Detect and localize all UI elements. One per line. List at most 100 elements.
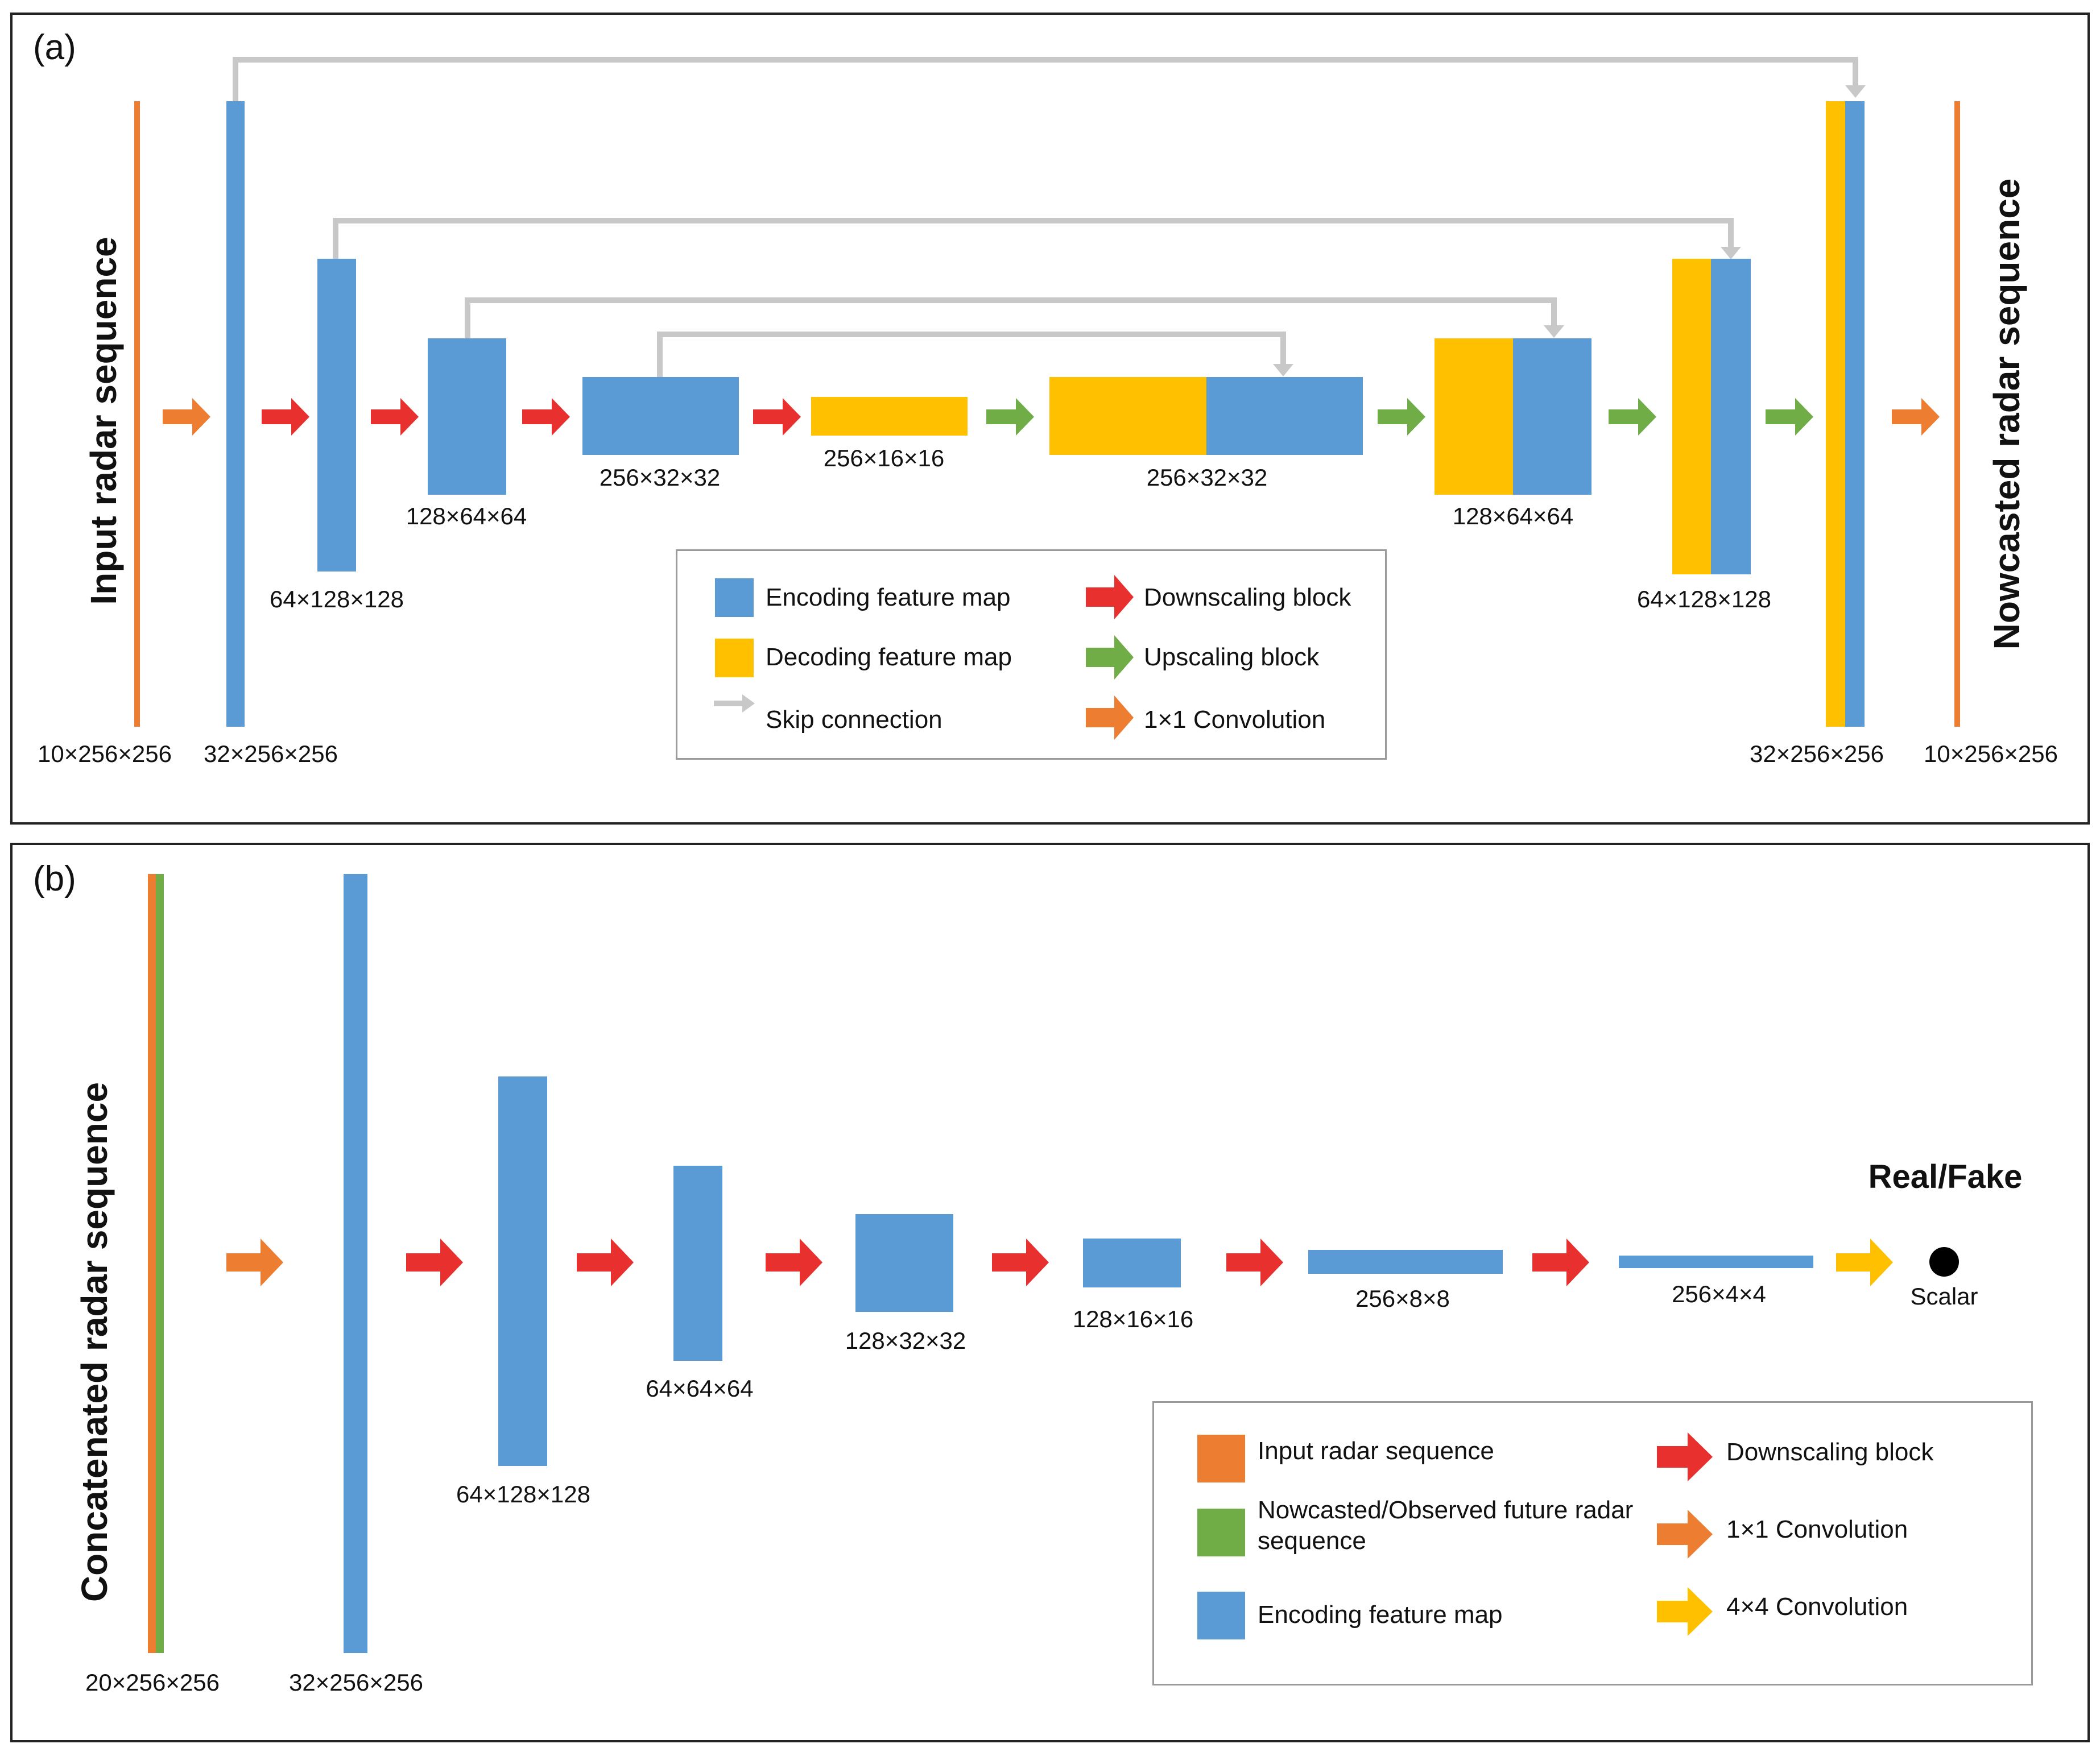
arrow-b-down-6 [1532,1239,1589,1286]
legend-b-encoding-swatch [1197,1592,1245,1639]
panel-a-label: (a) [33,28,76,67]
legend-b-input-label: Input radar sequence [1258,1437,1494,1465]
real-fake-title: Real/Fake [1868,1158,2023,1195]
skip-arrowhead-2 [1721,247,1741,259]
legend-b-conv4-arrow-icon [1657,1587,1713,1636]
arrow-down-1 [262,398,309,436]
dim-dec1: 32×256×256 [1750,740,1884,767]
legend-skip-label: Skip connection [766,706,942,734]
disc-l7-block [1619,1256,1813,1268]
enc4-block [582,377,739,455]
dec4-decoding-half [1049,377,1206,455]
dim-b-l1: 32×256×256 [289,1669,423,1696]
skip-arrowhead-4 [1273,364,1293,376]
legend-b-downscale-label: Downscaling block [1726,1438,1934,1466]
legend-downscale-arrow-icon [1086,575,1134,619]
output-radar-bar [1954,101,1960,727]
skip-connection-2 [333,218,1734,259]
dec3-decoding-half [1435,338,1513,495]
bottleneck-block [811,397,968,436]
dim-output: 10×256×256 [1924,740,2058,767]
legend-upscale-arrow-icon [1086,635,1134,680]
input-radar-bar [134,101,140,727]
dim-b-input: 20×256×256 [85,1669,220,1696]
dec2-encoding-half [1711,259,1751,574]
arrow-b-down-1 [406,1239,463,1286]
dim-b-l7: 256×4×4 [1672,1281,1766,1307]
legend-b-nowcast-label-line1: Nowcasted/Observed future radar [1258,1496,1634,1524]
legend-decoding-swatch [715,639,754,677]
dim-bottleneck: 256×16×16 [823,445,945,471]
arrow-b-down-5 [1226,1239,1283,1286]
legend-b-nowcast-label-line2: sequence [1258,1527,1366,1555]
legend-encoding-swatch [715,578,754,617]
dim-b-l6: 256×8×8 [1355,1285,1450,1312]
skip-arrowhead-1 [1845,85,1866,98]
arrow-b-down-4 [992,1239,1049,1286]
dim-enc4: 256×32×32 [599,464,721,491]
legend-downscale-label: Downscaling block [1144,583,1351,611]
arrow-up-4 [1766,398,1813,436]
disc-l6-block [1308,1250,1503,1274]
disc-l2-block [498,1076,547,1466]
dim-enc2: 64×128×128 [270,586,404,612]
legend-encoding-label: Encoding feature map [766,583,1011,611]
panel-b-label: (b) [33,859,76,898]
skip-connections [233,57,1866,377]
scalar-label: Scalar [1910,1283,1978,1310]
dec4-encoding-half [1206,377,1363,455]
disc-l3-block [673,1166,722,1361]
legend-b-conv1-arrow-icon [1657,1510,1713,1559]
panel-a-flow-arrows [163,398,1940,436]
dim-dec2: 64×128×128 [1637,586,1771,612]
dec3-encoding-half [1513,338,1591,495]
legend-decoding-label: Decoding feature map [766,643,1012,671]
skip-arrowhead-3 [1544,325,1564,338]
legend-b-conv1-label: 1×1 Convolution [1726,1515,1908,1543]
legend-b-input-swatch [1197,1435,1245,1482]
dim-b-l5: 128×16×16 [1072,1306,1194,1332]
arrow-conv-in [163,398,210,436]
nowcast-radar-strip [156,874,164,1653]
skip-connection-1 [233,57,1858,101]
arrow-conv-out [1892,398,1940,436]
arrow-b-conv1 [226,1239,283,1286]
dim-dec3: 128×64×64 [1452,503,1574,529]
dim-enc1: 32×256×256 [204,740,338,767]
input-radar-strip [148,874,156,1653]
dim-dec4: 256×32×32 [1146,464,1268,491]
dec2-decoding-half [1672,259,1711,574]
arrow-down-2 [371,398,419,436]
enc1-block [226,101,245,727]
dim-input: 10×256×256 [38,740,172,767]
legend-b-encoding-label: Encoding feature map [1258,1601,1503,1629]
arrow-b-down-2 [577,1239,634,1286]
legend-b-downscale-arrow-icon [1657,1432,1713,1481]
legend-skip-arrow-icon [714,694,755,713]
arrow-down-4 [753,398,801,436]
enc2-block [317,259,356,571]
arrow-down-3 [522,398,570,436]
legend-b-conv4-label: 4×4 Convolution [1726,1593,1908,1621]
arrow-b-down-3 [766,1239,822,1286]
panel-b-legend: Input radar sequence Nowcasted/Observed … [1152,1401,2033,1685]
dim-enc3: 128×64×64 [406,503,527,529]
legend-upscale-label: Upscaling block [1144,643,1320,671]
arrow-up-2 [1378,398,1425,436]
arrow-up-1 [986,398,1034,436]
dim-b-l2: 64×128×128 [456,1481,590,1507]
scalar-output-dot [1929,1247,1959,1277]
dec1-decoding-half [1826,101,1845,727]
skip-connection-4 [657,332,1286,377]
dim-b-l3: 64×64×64 [646,1375,754,1402]
dec1-encoding-half [1845,101,1865,727]
legend-conv-label: 1×1 Convolution [1144,706,1326,734]
dim-b-l4: 128×32×32 [845,1327,966,1354]
panel-a-legend: Encoding feature map Decoding feature ma… [676,549,1387,760]
arrow-up-3 [1609,398,1656,436]
disc-l5-block [1083,1239,1181,1287]
enc3-block [428,338,506,495]
disc-l4-block [855,1214,953,1312]
disc-l1-block [344,874,367,1653]
